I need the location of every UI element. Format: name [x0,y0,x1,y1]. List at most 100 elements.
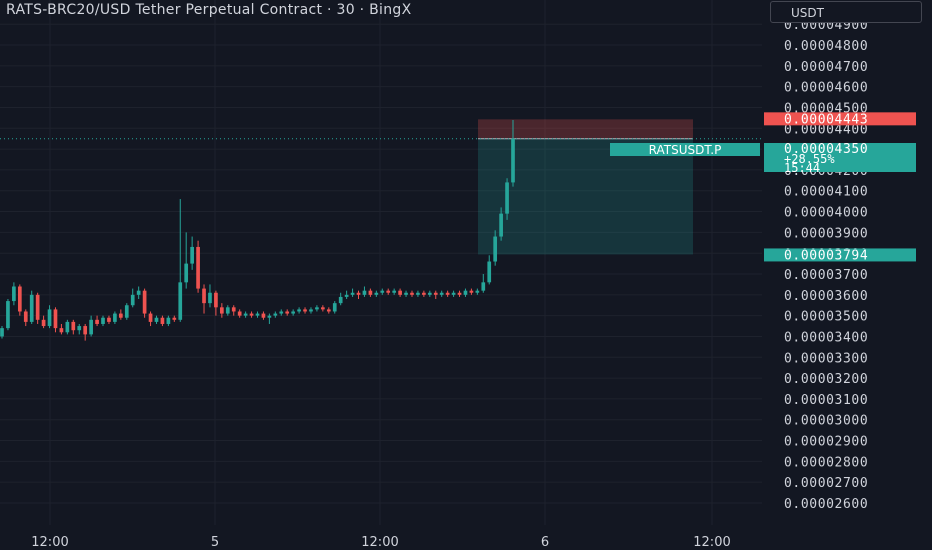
y-axis-tick-label: 0.00003500 [784,310,868,325]
y-axis-tick-label: 0.00004800 [784,39,868,54]
candle-body [35,294,40,320]
candle-body [41,319,46,327]
y-axis-tick-label: 0.00003000 [784,414,868,429]
candle-body [220,307,224,314]
candle-body [29,294,34,322]
y-axis-tick-label: 0.00003100 [784,393,868,408]
candle-body [416,292,420,295]
candle-body [53,309,58,329]
candle-body [101,317,105,324]
symbol-tag [610,143,760,156]
candle-body [154,317,159,322]
stop-loss-price-label: 0.00004443 [784,112,868,127]
y-axis-tick-label: 0.00004000 [784,206,868,221]
candle-body [47,309,52,327]
candle-body [12,286,16,302]
y-axis-tick-label: 0.00004100 [784,185,868,200]
candle-body [130,294,135,306]
candle-body [148,313,153,322]
candle-body [374,292,379,295]
candle-body [178,282,183,320]
candle-body [0,328,4,337]
candle-body [113,313,117,322]
y-axis-tick-label: 0.00003600 [784,289,868,304]
candle-body [285,311,290,314]
candle-body [457,292,462,295]
candle-body [291,311,295,314]
candle-body [511,138,515,183]
x-axis-tick-label: 12:00 [693,535,730,550]
candle-body [469,290,474,293]
candle-body [279,311,284,314]
candle-body [190,246,194,264]
symbol-label: RATSUSDT.P [649,143,722,157]
candle-body [475,290,480,293]
candle-body [208,292,212,304]
candle-body [297,309,301,312]
last-price-label: 0.00004350 [784,142,868,157]
x-axis-tick-label: 12:00 [31,535,68,550]
candle-body [142,290,147,314]
currency-selector[interactable]: USDT [770,1,922,23]
candle-body [225,307,230,314]
price-change-label: +28.55% [784,152,835,166]
x-axis-tick-label: 5 [211,535,219,550]
candle-body [231,307,236,312]
take-profit-price-tag [764,248,916,262]
y-axis-tick-label: 0.00003900 [784,226,868,241]
y-axis-tick-label: 0.00004400 [784,122,868,137]
candle-body [493,236,498,262]
candle-body [356,292,361,295]
candle-body [350,292,355,295]
candle-body [326,309,331,312]
y-axis-tick-label: 0.00003300 [784,351,868,366]
y-axis-tick-label: 0.00003200 [784,372,868,387]
candle-body [404,292,408,295]
candle-body [214,292,218,308]
take-profit-price-label: 0.00003794 [784,248,868,263]
candle-body [433,292,438,295]
candle-body [321,307,325,310]
candle-body [499,213,503,237]
candle-body [89,319,93,335]
candle-body [124,305,129,318]
candle-body [398,290,402,295]
candle-body [445,292,450,295]
candle-body [237,311,242,316]
candle-body [172,317,177,320]
candle-body [439,292,444,295]
candle-body [202,288,206,304]
candle-body [315,307,319,310]
candle-body [243,313,248,316]
y-axis-tick-label: 0.00004700 [784,60,868,75]
candle-body [196,246,200,289]
candle-body [273,313,278,316]
candle-body [59,328,64,333]
candle-body [481,282,486,291]
y-axis-tick-label: 0.00003700 [784,268,868,283]
candle-body [380,290,385,293]
candle-body [344,294,349,297]
candle-body [118,313,123,318]
x-axis-tick-label: 6 [541,535,549,550]
candle-body [338,296,343,304]
candle-body [23,311,28,322]
y-axis-tick-label: 0.00002900 [784,435,868,450]
candle-body [303,309,307,312]
y-axis-tick-label: 0.00002800 [784,455,868,470]
candle-body [184,263,189,283]
candle-body [362,290,367,295]
candle-body [392,290,397,293]
candle-body [71,321,76,331]
y-axis-tick-label: 0.00002600 [784,497,868,512]
candle-body [6,301,10,329]
candle-body [166,317,171,324]
candle-body [422,292,426,295]
candle-body [249,313,254,316]
x-axis-tick-label: 12:00 [361,535,398,550]
y-axis-tick-label: 0.00003400 [784,330,868,345]
candle-body [463,290,468,295]
candle-body [267,315,272,318]
